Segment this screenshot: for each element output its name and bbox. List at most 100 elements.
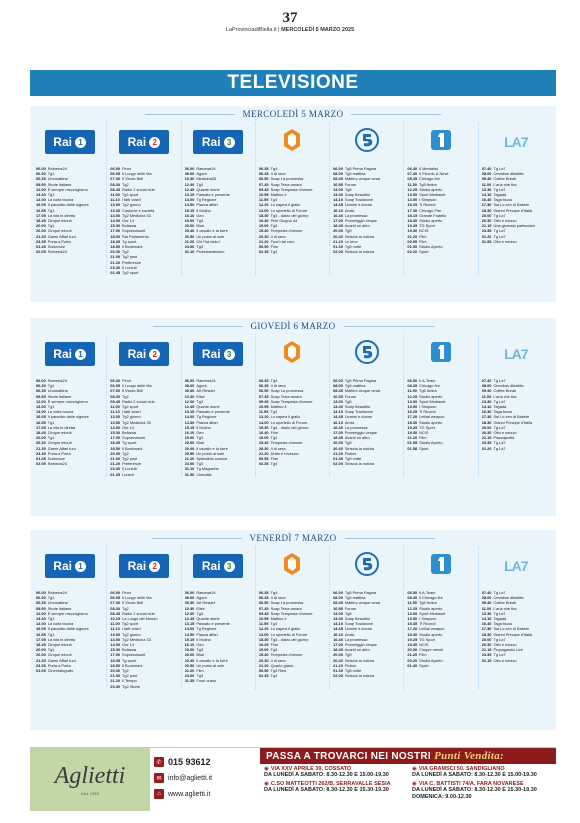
- program-list: 06.00 Rainews24 08.00 Agorà 10.30 Medicina33 1…: [185, 166, 252, 254]
- program-title: Film: [419, 435, 427, 441]
- program-time: 18.15: [407, 212, 418, 218]
- program-item: 08.45 Mattino cinque news: [333, 600, 400, 605]
- program-time: 06.45: [258, 595, 269, 601]
- channel-logo-box: [407, 334, 474, 374]
- program-time: 23.30: [110, 264, 121, 270]
- program-title: Cinque minuti: [47, 440, 72, 446]
- program-time: 13.00: [407, 610, 418, 616]
- advertiser-email[interactable]: info@aglietti.it: [168, 774, 213, 782]
- program-item: 16.40 La promessa: [333, 213, 400, 218]
- program-title: Tg sport: [122, 440, 137, 446]
- program-title: Tg2: [122, 249, 129, 255]
- program-item: 07.00 Il Vicolo Bell: [110, 176, 177, 181]
- program-list: 06.50 Il A-Team 08.35 Chicago fire 11.50 Tg5 …: [407, 378, 474, 451]
- program-item: 01.45 Sottovoce: [36, 456, 103, 461]
- program-title: Lethal weapon: [419, 626, 445, 632]
- program-title: Unomattina: [47, 388, 68, 394]
- program-item: 21.20 Fiction: [333, 663, 400, 668]
- program-item: 20.30 Tg2: [110, 249, 177, 254]
- program-time: 10.55: [258, 192, 269, 198]
- program-time: 20.40: [333, 233, 343, 239]
- program-title: Pimi Giugno 44: [270, 218, 298, 224]
- program-time: 08.35: [407, 383, 418, 389]
- program-time: 06.45: [258, 383, 269, 389]
- program-time: 14.00: [184, 626, 195, 632]
- program-time: 20.00: [184, 440, 195, 446]
- program-time: 08.45: [110, 398, 121, 404]
- program-time: 00.55: [258, 456, 269, 462]
- program-time: 21.20: [184, 238, 195, 244]
- program-list: 07.40 Tg La7 08.00 Omnibus dibattito 09.40 Co…: [482, 166, 550, 244]
- program-title: Game Affari tuoi: [47, 445, 76, 451]
- program-title: Studio aperto: [419, 218, 443, 224]
- channel-logo-box: Rai 3: [185, 334, 252, 374]
- channel-column-rai2: Rai 2 06.00 Pinot 06.05 Il Luogo delle Ma 07.0…: [107, 334, 182, 477]
- program-item: 01.10 Protestantesimo: [185, 249, 252, 254]
- program-time: 20.00: [333, 440, 343, 446]
- program-item: 20.30 Cinque minuti: [407, 647, 474, 652]
- advertisement-banner[interactable]: Aglietti DAL 1910 ✆ 015 93612 ✉ info@aglie…: [30, 747, 556, 811]
- program-title: È sempre mezzogiorno: [47, 610, 88, 616]
- program-time: 16.40: [481, 409, 492, 415]
- program-title: Tg5 mattina: [344, 383, 366, 389]
- program-time: 18.35: [110, 238, 121, 244]
- program-item: 19.30 NCIS: [407, 642, 474, 647]
- program-item: 16.40 Pimi Giugno 44: [259, 218, 326, 223]
- program-title: Otto e mezzo: [493, 430, 517, 436]
- program-time: 21.20: [184, 668, 195, 674]
- program-title: Tg2 Medicina 33: [122, 636, 151, 642]
- program-item: 11.50 Tg5 fiction: [407, 600, 474, 605]
- program-item: 21.15 Una giornata particolare: [482, 223, 550, 228]
- program-item: 20.30 Cinque minuti: [36, 440, 103, 445]
- program-item: 17.30 Sai Lo zen di Babele: [482, 626, 550, 631]
- program-time: 12.20: [258, 414, 269, 420]
- program-title: Passato e presente: [196, 409, 230, 415]
- program-title: Tg5 mattina: [344, 595, 366, 601]
- program-item: 16.55 Tg1: [36, 632, 103, 637]
- program-item: 20.00 Blob: [185, 223, 252, 228]
- program-item: 17.05 La vita in diretta: [36, 637, 103, 642]
- program-time: 10.55: [333, 181, 343, 187]
- program-item: 14.10 Soap Tradizione: [333, 621, 400, 626]
- program-item: 01.45 Tg2 sport: [110, 270, 177, 275]
- program-time: 20.00: [36, 435, 46, 441]
- program-title: Tg1: [47, 419, 55, 425]
- program-time: 01.20: [481, 445, 492, 451]
- program-title: Tg La7: [493, 186, 506, 192]
- program-time: 20.30: [110, 668, 121, 674]
- program-list: 06.00 Rainews24 06.30 Tg1 06.35 Unomattina 09.…: [36, 378, 103, 466]
- program-title: Chicago fire: [419, 383, 440, 389]
- program-title: Ti Ricordi: [419, 202, 436, 208]
- program-time: 13.00: [333, 398, 343, 404]
- channel-column-rai3: Rai 3 06.00 Rainews24 08.00 Agorà 10.30 Medicin…: [182, 122, 256, 276]
- program-item: 17.20 Lethal weapon: [407, 626, 474, 631]
- program-time: 00.50: [407, 238, 418, 244]
- program-title: Soap Tempesta d'amore: [270, 186, 313, 192]
- program-title: Film: [419, 652, 427, 658]
- program-title: Sopravvissuti: [122, 652, 146, 658]
- program-time: 16.40: [333, 424, 343, 430]
- program-item: 23.30 Il Lunedì: [110, 265, 177, 270]
- program-item: 08.30 Tg2: [110, 606, 177, 611]
- advertiser-contacts: ✆ 015 93612 ✉ info@aglietti.it ⌂ www.agliet…: [150, 748, 260, 810]
- program-item: 17.00 Pomeriggio cinque: [333, 218, 400, 223]
- program-item: 20.40 Il cavallo e la torre: [185, 658, 252, 663]
- program-item: 02.35 Tg4: [259, 461, 326, 466]
- advertiser-website[interactable]: www.aglietti.it: [168, 790, 211, 798]
- advertiser-phone[interactable]: 015 93612: [168, 757, 211, 767]
- program-time: 13.50: [407, 197, 418, 203]
- program-title: Mattino 4: [270, 616, 287, 622]
- program-item: 16.55 Tg1: [36, 208, 103, 213]
- program-time: 15.35: [407, 621, 418, 627]
- program-item: 13.40 Soap Beautiful: [333, 404, 400, 409]
- program-title: Tg Regione: [196, 197, 217, 203]
- program-title: Tg2 giorno: [122, 414, 141, 420]
- store-column-right: ◉ VIA GRAMSCI 50, SANDIGLIANO DA LUNEDÌ A …: [408, 764, 556, 810]
- program-time: 18.30: [481, 419, 492, 425]
- program-title: Tg3: [196, 461, 204, 467]
- program-item: 19.30 NCIS: [407, 228, 474, 233]
- program-title: Piazza affari: [196, 202, 218, 208]
- store-hours: DA LUNEDÌ A SABATO: 8.30-12.30 E 15.00-1…: [412, 772, 537, 779]
- program-item: 20.30 4 di sera: [259, 446, 326, 451]
- program-title: Porta a Porta: [47, 662, 71, 668]
